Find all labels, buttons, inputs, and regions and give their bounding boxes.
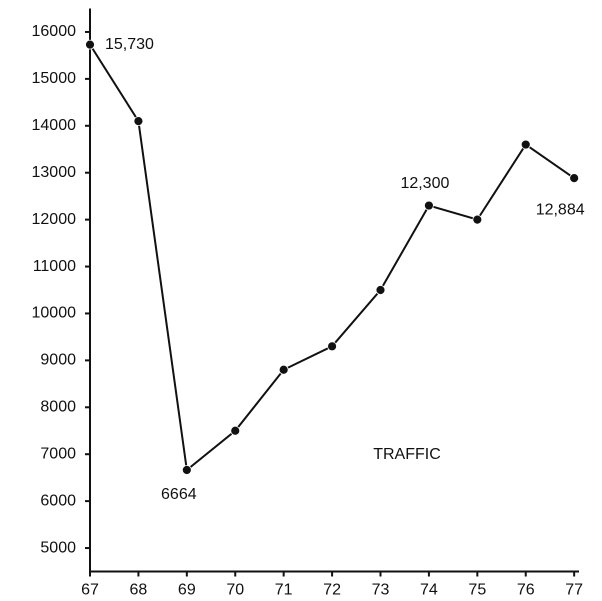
point — [278, 364, 289, 375]
x-tick-label: 75 — [468, 582, 486, 599]
y-tick-label: 11000 — [33, 258, 76, 275]
point — [133, 116, 144, 126]
data-label: 12,300 — [400, 175, 449, 192]
point — [375, 285, 386, 295]
y-tick-label: 5000 — [40, 539, 76, 556]
y-tick-label: 13000 — [32, 164, 77, 181]
y-tick-label: 14000 — [32, 117, 77, 134]
point — [520, 139, 531, 150]
x-tick-label: 72 — [323, 582, 341, 599]
x-tick-label: 74 — [420, 582, 438, 599]
point — [424, 200, 434, 211]
x-tick-label: 70 — [226, 582, 244, 599]
point — [230, 425, 241, 436]
data-label: 15,730 — [105, 36, 154, 53]
x-tick-label: 67 — [81, 582, 99, 599]
y-tick-label: 9000 — [40, 352, 76, 369]
y-tick-label: 12000 — [32, 211, 77, 228]
y-tick-label: 16000 — [32, 23, 77, 40]
point — [569, 173, 580, 184]
point — [85, 39, 95, 50]
annotation: TRAFFIC — [373, 446, 441, 463]
data-label: 6664 — [161, 486, 197, 503]
point — [181, 465, 192, 475]
point — [472, 214, 483, 225]
line — [89, 44, 575, 472]
x-tick-label: 68 — [130, 582, 148, 599]
y-tick-label: 15000 — [32, 70, 77, 87]
y-tick-label: 8000 — [40, 399, 76, 416]
y-tick-label: 7000 — [40, 445, 76, 462]
x-tick-label: 76 — [517, 582, 535, 599]
x-tick-label: 71 — [275, 582, 293, 599]
x-tick-label: 77 — [565, 582, 583, 599]
point — [327, 341, 337, 352]
y-tick-label: 10000 — [32, 305, 77, 322]
x-tick-label: 73 — [372, 582, 390, 599]
data-label: 12,884 — [536, 201, 585, 218]
x-tick-label: 69 — [178, 582, 196, 599]
y-tick-label: 6000 — [40, 492, 76, 509]
